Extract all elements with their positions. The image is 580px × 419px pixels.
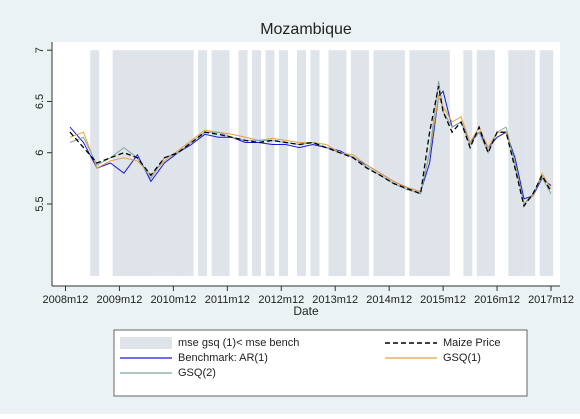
x-tick-label: 2017m12: [528, 294, 574, 306]
legend-label: mse gsq (1)< mse bench: [178, 337, 299, 349]
x-tick-label: 2016m12: [474, 294, 520, 306]
shaded-period: [184, 50, 194, 277]
shaded-period: [526, 50, 536, 277]
shaded-period: [373, 50, 396, 277]
legend-label: Benchmark: AR(1): [178, 352, 268, 364]
shaded-period: [395, 50, 405, 277]
x-tick-label: 2012m12: [258, 294, 304, 306]
shaded-period: [297, 50, 306, 277]
shaded-period: [162, 50, 176, 277]
shaded-period: [350, 50, 360, 277]
shaded-period: [476, 50, 486, 277]
x-axis-title: Date: [293, 304, 319, 318]
chart-title: Mozambique: [260, 21, 352, 38]
shaded-period: [310, 50, 320, 277]
legend: [113, 329, 528, 397]
shaded-period: [175, 50, 185, 277]
series-line: [69, 94, 552, 205]
x-tick-label: 2015m12: [420, 294, 466, 306]
x-tick-label: 2013m12: [312, 294, 358, 306]
shaded-period: [153, 50, 163, 277]
shaded-period: [337, 50, 347, 277]
legend-label: Maize Price: [443, 337, 500, 349]
shaded-period: [328, 50, 338, 277]
legend-label: GSQ(2): [178, 367, 216, 379]
shaded-period: [238, 50, 248, 277]
shaded-period: [539, 50, 554, 277]
shaded-period: [220, 50, 230, 277]
x-tick-label: 2011m12: [205, 294, 250, 306]
shaded-period: [463, 50, 473, 277]
series-line: [69, 85, 552, 208]
x-tick-label: 2009m12: [96, 294, 142, 306]
shaded-period: [211, 50, 221, 277]
shaded-period: [485, 50, 495, 277]
x-tick-label: 2008m12: [43, 294, 89, 306]
y-tick-label: 7: [34, 47, 46, 53]
shaded-period: [279, 50, 289, 277]
legend-label: GSQ(1): [443, 352, 481, 364]
shaded-period: [508, 50, 527, 277]
shaded-period: [265, 50, 275, 277]
y-tick-label: 6.5: [34, 94, 46, 109]
x-tick-label: 2010m12: [150, 294, 196, 306]
shaded-period: [252, 50, 262, 277]
y-tick-label: 6: [34, 150, 46, 156]
y-tick-label: 5.5: [34, 196, 46, 211]
shaded-period: [112, 50, 154, 277]
legend-swatch: [120, 337, 172, 349]
x-tick-label: 2014m12: [366, 294, 412, 306]
shaded-period: [198, 50, 208, 277]
